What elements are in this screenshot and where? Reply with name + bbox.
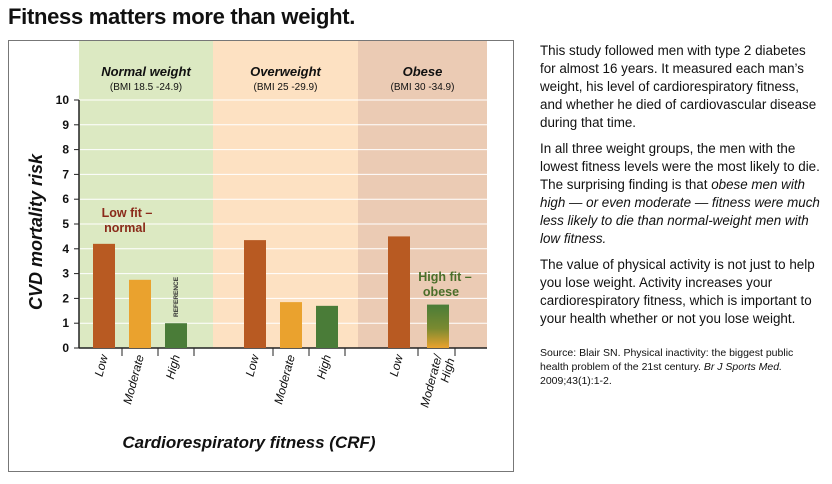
description-panel: This study followed men with type 2 diab… bbox=[540, 42, 822, 396]
group-title-0: Normal weight bbox=[101, 64, 191, 79]
annotation-low-fit-2: normal bbox=[104, 221, 146, 235]
annotation-reference: REFERENCE bbox=[173, 276, 180, 317]
y-tick-label: 6 bbox=[62, 192, 69, 206]
y-tick-label: 0 bbox=[62, 341, 69, 355]
group-band-2 bbox=[358, 41, 487, 348]
chart-svg: Normal weight (BMI 18.5 -24.9) Overweight (… bbox=[26, 41, 487, 452]
paragraph-study: This study followed men with type 2 diab… bbox=[540, 43, 817, 130]
y-tick-label: 7 bbox=[62, 167, 69, 181]
x-category-label: Low bbox=[243, 352, 263, 378]
annotation-high-fit: High fit – bbox=[418, 270, 472, 284]
group-range-0: (BMI 18.5 -24.9) bbox=[110, 82, 182, 93]
bar-low-1 bbox=[244, 240, 266, 348]
x-category-label-line: High bbox=[438, 356, 458, 384]
x-category-label: Moderate/High bbox=[417, 352, 457, 413]
bar-low-2 bbox=[388, 236, 410, 348]
source-journal: Br J Sports Med. bbox=[703, 361, 783, 373]
paragraph-finding: In all three weight groups, the men with… bbox=[540, 140, 822, 248]
x-category-label: High bbox=[314, 353, 334, 381]
y-tick-label: 4 bbox=[62, 242, 69, 256]
y-tick-label: 9 bbox=[62, 118, 69, 132]
group-range-1: (BMI 25 -29.9) bbox=[254, 82, 318, 93]
y-axis-title: CVD mortality risk bbox=[26, 153, 46, 310]
x-category-label: High bbox=[163, 353, 183, 381]
page-title: Fitness matters more than weight. bbox=[8, 4, 356, 29]
annotation-high-fit-2: obese bbox=[423, 285, 459, 299]
y-tick-label: 1 bbox=[62, 316, 69, 330]
source-text: Source: Blair SN. Physical inactivity: t… bbox=[540, 347, 794, 373]
bar-moderate-0 bbox=[129, 279, 151, 348]
group-title-2: Obese bbox=[403, 64, 443, 79]
group-band-1 bbox=[213, 41, 358, 348]
chart-panel: Normal weight (BMI 18.5 -24.9) Overweight (… bbox=[8, 40, 514, 472]
x-category-label: Moderate bbox=[120, 353, 147, 406]
source-issue: 2009;43(1):1-2. bbox=[540, 375, 612, 387]
y-tick-label: 3 bbox=[62, 267, 69, 281]
paragraph-activity: The value of physical activity is not ju… bbox=[540, 257, 815, 326]
bar-high-1 bbox=[316, 305, 338, 348]
y-tick-label: 10 bbox=[56, 93, 70, 107]
y-tick-label: 5 bbox=[62, 217, 69, 231]
bar-moderate-high-2 bbox=[427, 304, 449, 348]
source-citation: Source: Blair SN. Physical inactivity: t… bbox=[540, 346, 822, 388]
bar-high-0 bbox=[165, 323, 187, 348]
y-tick-label: 8 bbox=[62, 143, 69, 157]
finding-text: In all three weight groups, the men with… bbox=[540, 141, 820, 192]
finding-emphasis: obese men with high — or even moderate —… bbox=[540, 177, 820, 246]
bar-moderate-1 bbox=[280, 302, 302, 348]
annotation-low-fit: Low fit – bbox=[102, 206, 153, 220]
x-category-label: Low bbox=[387, 352, 407, 378]
bar-low-0 bbox=[93, 243, 115, 348]
group-range-2: (BMI 30 -34.9) bbox=[391, 82, 455, 93]
y-tick-label: 2 bbox=[62, 291, 69, 305]
x-category-label: Low bbox=[92, 352, 112, 378]
x-axis-title: Cardiorespiratory fitness (CRF) bbox=[122, 433, 375, 452]
group-title-1: Overweight bbox=[250, 64, 321, 79]
x-category-label: Moderate bbox=[271, 353, 298, 406]
